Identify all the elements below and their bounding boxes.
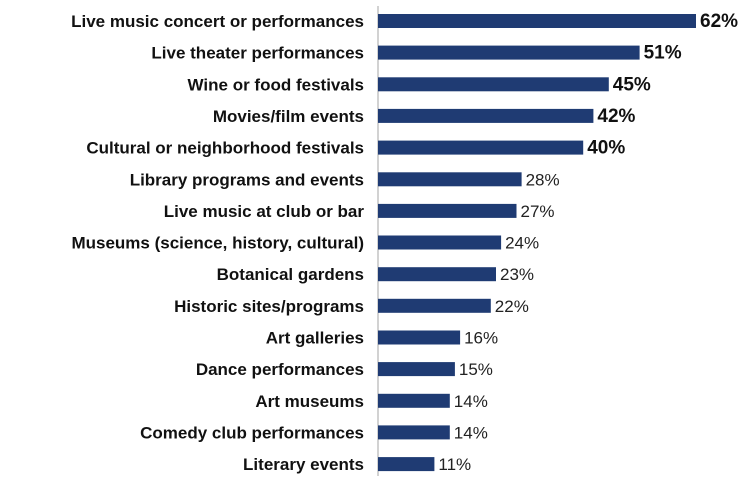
bar	[378, 298, 491, 313]
value-label: 51%	[644, 43, 682, 64]
value-label: 42%	[597, 106, 635, 127]
value-label: 40%	[587, 138, 625, 159]
category-label: Wine or food festivals	[188, 75, 364, 94]
bar	[378, 108, 594, 123]
value-labels-group: 62% 51% 45% 42% 40% 28% 27% 24% 23% 22% 16% 15% 14% 1…	[438, 11, 738, 474]
bars-group	[378, 14, 696, 472]
category-label: Live theater performances	[151, 44, 364, 63]
bar	[378, 14, 696, 28]
bar	[378, 172, 522, 187]
bar	[378, 45, 640, 60]
category-label: Art galleries	[266, 329, 364, 348]
value-label: 11%	[438, 455, 471, 474]
category-label: Literary events	[243, 455, 364, 474]
bar	[378, 267, 496, 282]
value-label: 14%	[454, 423, 488, 442]
value-label: 14%	[454, 392, 488, 411]
value-label: 24%	[505, 234, 539, 253]
value-label: 23%	[500, 265, 534, 284]
category-label: Cultural or neighborhood festivals	[86, 139, 364, 158]
value-label: 16%	[464, 329, 498, 348]
category-label: Live music concert or performances	[71, 12, 364, 31]
value-label: 22%	[495, 297, 529, 316]
bar	[378, 425, 450, 440]
category-label: Library programs and events	[130, 170, 364, 189]
bar	[378, 203, 517, 218]
bar	[378, 330, 461, 345]
value-label: 45%	[613, 74, 651, 95]
bar	[378, 393, 450, 408]
bar	[378, 235, 502, 250]
bar	[378, 77, 609, 92]
category-labels-group: Live music concert or performances Live t…	[71, 12, 364, 474]
bar	[378, 140, 584, 155]
bar	[378, 362, 455, 377]
value-label: 15%	[459, 360, 493, 379]
category-label: Museums (science, history, cultural)	[71, 234, 364, 253]
value-label: 28%	[526, 170, 560, 189]
category-label: Live music at club or bar	[164, 202, 365, 221]
category-label: Historic sites/programs	[174, 297, 364, 316]
bar	[378, 457, 435, 472]
category-label: Botanical gardens	[217, 265, 364, 284]
category-label: Art museums	[255, 392, 364, 411]
value-label: 62%	[700, 11, 738, 32]
category-label: Comedy club performances	[140, 423, 364, 442]
category-label: Dance performances	[196, 360, 364, 379]
value-label: 27%	[521, 202, 555, 221]
category-label: Movies/film events	[213, 107, 364, 126]
